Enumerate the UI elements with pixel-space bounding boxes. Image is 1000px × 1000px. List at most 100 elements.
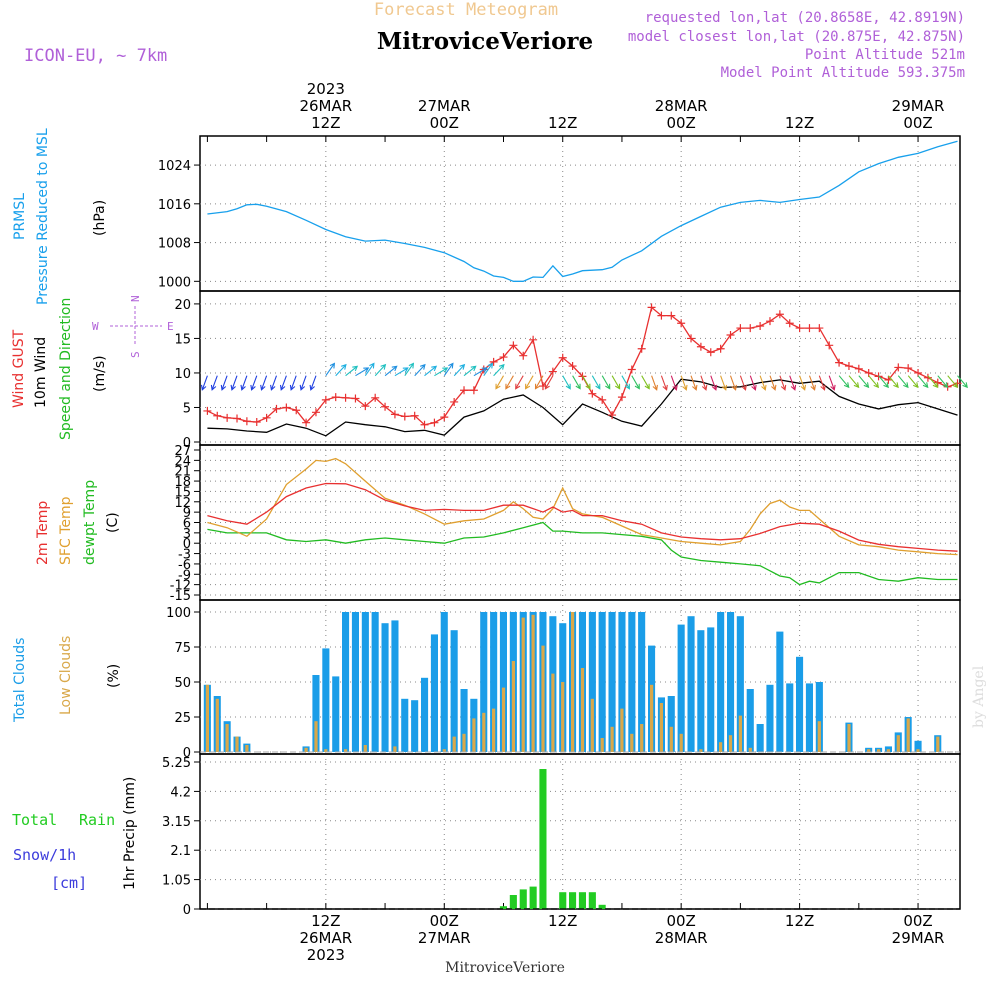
y-tick-label: 6 — [183, 517, 191, 532]
p4-label-2: Low Clouds — [58, 636, 74, 715]
compass-n-label: N — [129, 295, 142, 302]
total-cloud-bar — [914, 740, 922, 752]
y-tick-label: 3.15 — [162, 815, 191, 830]
wind-direction-arrow — [525, 375, 534, 390]
low-cloud-bar — [630, 733, 634, 752]
low-cloud-bar — [541, 645, 545, 752]
gust-marker — [440, 413, 449, 422]
low-cloud-bar — [304, 747, 308, 752]
y-tick-label: 0 — [183, 903, 191, 918]
total-cloud-bar — [381, 623, 389, 752]
total-cloud-bar — [608, 612, 616, 752]
total-cloud-bar — [796, 656, 804, 752]
y-tick-label: 5.25 — [162, 756, 191, 771]
footer-station: MitroviceVeriore — [445, 960, 565, 976]
low-cloud-bar — [492, 708, 496, 752]
p3-label-1: 2m Temp — [35, 501, 51, 565]
wind-direction-arrow — [463, 365, 477, 377]
gust-marker — [311, 408, 320, 417]
gust-marker — [262, 413, 271, 422]
wind-direction-arrow — [779, 375, 787, 391]
low-cloud-bar — [482, 712, 486, 752]
p2-label-1: Wind GUST — [11, 329, 27, 408]
wind-direction-arrow — [947, 375, 959, 389]
low-cloud-bar — [235, 736, 239, 752]
gust-marker — [696, 342, 705, 351]
wind-direction-arrow — [483, 362, 494, 377]
compass-e-label: E — [167, 320, 174, 333]
wind-direction-arrow — [200, 375, 208, 391]
low-cloud-bar — [314, 721, 318, 752]
wind-direction-arrow — [434, 367, 449, 377]
wind-direction-arrow — [270, 375, 278, 391]
y-tick-label: 1008 — [158, 237, 191, 252]
wind-direction-arrow — [601, 375, 611, 390]
wind-direction-arrow — [700, 375, 708, 391]
gust-marker — [726, 330, 735, 339]
rain-bar — [539, 769, 547, 909]
low-cloud-bar — [393, 746, 397, 752]
gust-marker — [588, 389, 597, 398]
low-cloud-bar — [669, 726, 673, 752]
y-tick-label: 1.05 — [162, 874, 191, 889]
wind-direction-arrow — [572, 375, 581, 390]
gust-marker — [568, 362, 577, 371]
low-cloud-bar — [511, 661, 515, 752]
gust-marker — [331, 393, 340, 402]
gust-marker — [904, 364, 913, 373]
p5-label-rain: Rain — [79, 811, 115, 829]
gust-marker — [785, 319, 794, 328]
low-cloud-bar — [719, 742, 723, 752]
gust-marker — [469, 386, 478, 395]
wind-direction-arrow — [749, 375, 757, 391]
wind-direction-arrow — [534, 375, 544, 390]
bottom-time-label: 29MAR — [892, 929, 945, 947]
bottom-time-label: 00Z — [903, 912, 932, 930]
gust-marker — [272, 404, 281, 413]
wind-direction-arrow — [720, 375, 728, 391]
low-cloud-bar — [748, 747, 752, 752]
wind-direction-arrow — [739, 375, 747, 391]
p3-label-3: dewpt Temp — [82, 480, 98, 565]
gust-marker — [341, 393, 350, 402]
top-time-label: 00Z — [430, 114, 459, 132]
low-cloud-bar — [452, 736, 456, 752]
total-cloud-bar — [342, 612, 350, 752]
compass-rose: N S W E — [92, 295, 174, 358]
p3-label-2: SFC Temp — [58, 496, 74, 565]
total-cloud-bar — [618, 612, 626, 752]
total-cloud-bar — [499, 612, 507, 752]
rain-bar — [588, 892, 596, 909]
gust-marker — [351, 394, 360, 403]
total-cloud-bar — [391, 620, 399, 752]
y-tick-label: 21 — [174, 465, 191, 480]
wind-direction-arrow — [404, 362, 415, 377]
wind-direction-arrow — [957, 375, 968, 389]
total-cloud-bar — [421, 677, 429, 752]
gust-marker — [371, 393, 380, 402]
y-tick-label: 18 — [174, 475, 191, 490]
rain-bar — [569, 892, 577, 909]
wind-direction-arrow — [309, 375, 317, 391]
p5-label-snow: Snow/1h — [13, 846, 76, 864]
wind-direction-arrow — [729, 375, 737, 391]
low-cloud-bar — [580, 668, 585, 752]
gust-marker — [736, 324, 745, 333]
low-cloud-bar — [847, 724, 851, 752]
total-cloud-bar — [351, 612, 359, 752]
bottom-time-label: 28MAR — [655, 929, 708, 947]
chart-supertitle: Forecast Meteogram — [374, 0, 558, 20]
y-tick-label: -3 — [178, 548, 191, 563]
low-cloud-bar — [561, 682, 565, 752]
total-cloud-bar — [697, 630, 705, 752]
gust-marker — [617, 393, 626, 402]
y-tick-label: 5 — [183, 401, 191, 416]
top-time-label: 27MAR — [418, 97, 471, 115]
wind-direction-arrow — [917, 375, 929, 389]
wind-direction-arrow — [621, 375, 630, 390]
gust-marker — [223, 413, 232, 422]
gust-marker — [292, 406, 301, 415]
low-cloud-bar — [462, 733, 466, 752]
bottom-time-label: 26MAR — [299, 929, 352, 947]
plot-layer: 100010081016102405101520-15-12-9-6-30369… — [158, 80, 968, 964]
